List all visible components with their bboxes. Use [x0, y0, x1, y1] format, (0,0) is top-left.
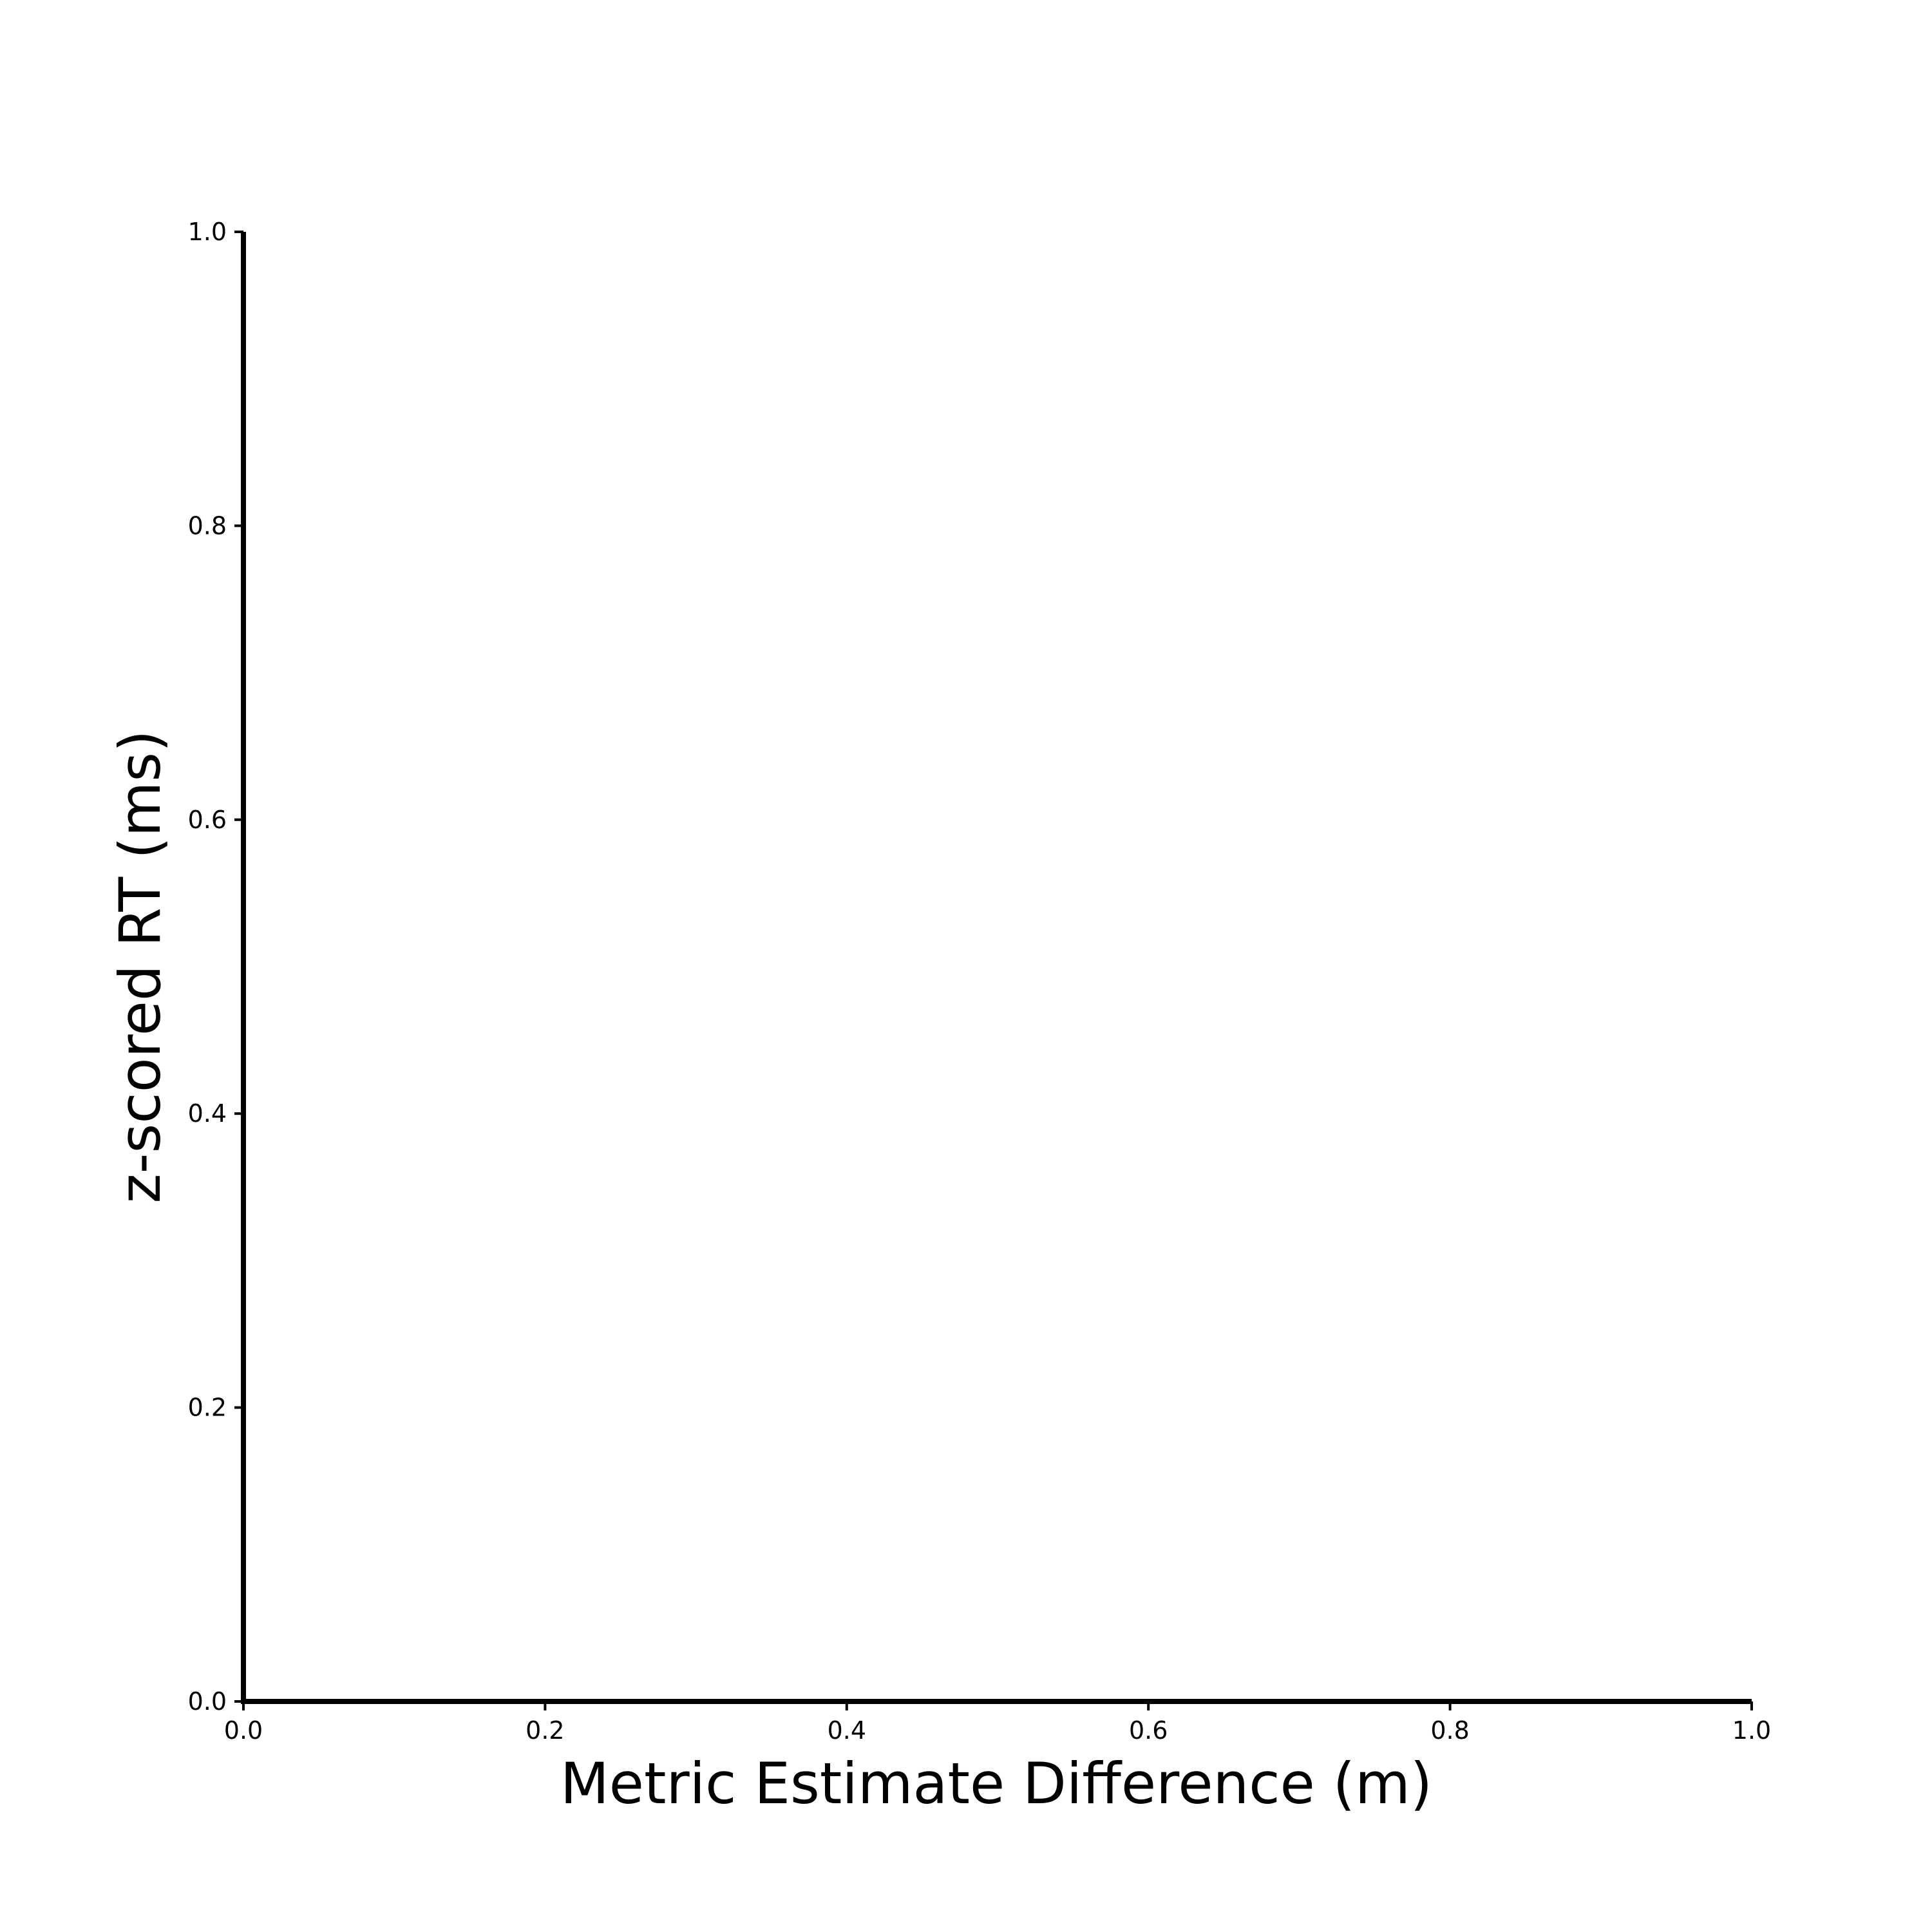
y-ticks: 0.0 0.2 0.4 0.6 0.8 1.0: [188, 218, 243, 1716]
x-axis-label: Metric Estimate Difference (m): [560, 1750, 1432, 1817]
y-tick-label: 0.2: [188, 1394, 227, 1422]
x-tick-label: 0.0: [224, 1716, 263, 1745]
y-tick-label: 0.4: [188, 1099, 227, 1128]
y-axis-label: z-scored RT (ms): [107, 730, 173, 1204]
x-tick-label: 0.4: [828, 1716, 866, 1745]
y-tick-label: 1.0: [188, 218, 227, 246]
x-ticks: 0.0 0.2 0.4 0.6 0.8 1.0: [224, 1701, 1771, 1745]
x-tick-label: 0.2: [526, 1716, 564, 1745]
x-tick-label: 0.8: [1430, 1716, 1469, 1745]
y-tick-label: 0.0: [188, 1687, 227, 1716]
y-tick-label: 0.8: [188, 511, 227, 540]
y-tick-label: 0.6: [188, 806, 227, 834]
x-tick-label: 0.6: [1129, 1716, 1168, 1745]
x-tick-label: 1.0: [1732, 1716, 1771, 1745]
